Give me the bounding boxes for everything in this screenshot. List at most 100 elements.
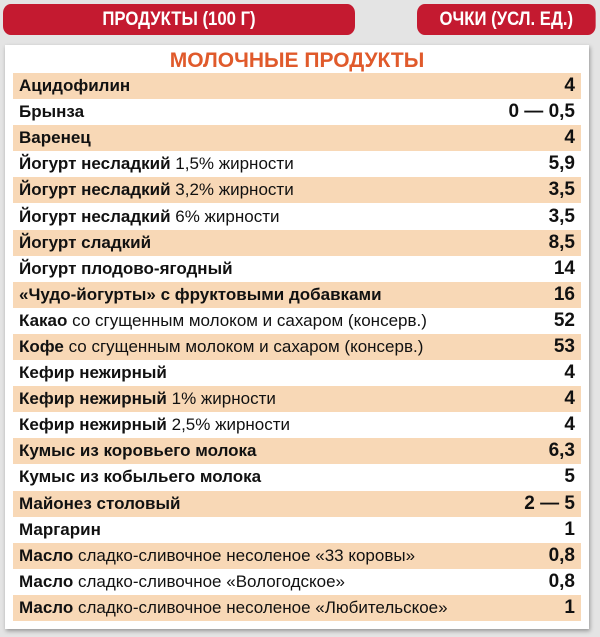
table-row: Йогурт плодово-ягодный 14 [13, 256, 581, 282]
product-name: Кефир нежирный [19, 415, 167, 435]
table-row: Йогурт несладкий 1,5% жирности 5,9 [13, 151, 581, 177]
product-name: Масло [19, 597, 74, 617]
product-detail: 1% жирности [171, 389, 276, 409]
product-name: Йогурт сладкий [19, 232, 152, 252]
product-detail: 1,5% жирности [175, 154, 294, 174]
table-row: Варенец 4 [13, 125, 581, 152]
section-title: МОЛОЧНЫЕ ПРОДУКТЫ [169, 49, 425, 72]
points-value: 4 [564, 75, 575, 97]
points-value: 1 [564, 518, 575, 540]
table-row: Маргарин 1 [13, 517, 581, 543]
product-name: Йогурт несладкий [19, 180, 171, 200]
table-row: Кумыс из коровьего молока 6,3 [13, 438, 581, 465]
table-row: Кефир нежирный 4 [13, 360, 581, 386]
points-value: 2 — 5 [524, 492, 575, 514]
product-detail: 3,2% жирности [175, 180, 294, 200]
product-cell: Масло сладко-сливочное «Вологодское» [19, 572, 345, 592]
product-name: Варенец [19, 128, 91, 148]
product-cell: «Чудо-йогурты» с фруктовыми добавками [19, 285, 382, 305]
table-row: Кефир нежирный 1% жирности 4 [13, 386, 581, 413]
table-row: Кумыс из кобыльего молока 5 [13, 464, 581, 490]
points-value: 14 [553, 257, 575, 279]
product-cell: Кефир нежирный 2,5% жирности [19, 415, 290, 435]
points-value: 0,8 [548, 570, 575, 592]
product-cell: Ацидофилин [19, 76, 130, 96]
points-value: 4 [564, 362, 575, 384]
product-detail: сладко-сливочное несоленое «Любительское… [77, 597, 448, 617]
table-row: Брынза 0 — 0,5 [13, 99, 581, 125]
table-row: Кефир нежирный 2,5% жирности 4 [13, 412, 581, 438]
product-name: Кумыс из коровьего молока [19, 441, 257, 461]
product-cell: Кефир нежирный [19, 363, 167, 383]
products-header: ПРОДУКТЫ (100 Г) [3, 4, 355, 35]
product-detail: со сгущенным молоком и сахаром (консерв.… [68, 336, 424, 356]
product-name: Ацидофилин [19, 76, 131, 96]
product-name: «Чудо-йогурты» с фруктовыми добавками [19, 284, 382, 304]
table-row: «Чудо-йогурты» с фруктовыми добавками 16 [13, 281, 581, 308]
product-cell: Кумыс из кобыльего молока [19, 467, 261, 487]
product-detail: со сгущенным молоком и сахаром (консерв.… [72, 310, 427, 330]
points-header: ОЧКИ (УСЛ. ЕД.) [417, 4, 596, 35]
product-name: Кефир нежирный [19, 389, 167, 409]
product-name: Масло [19, 545, 74, 565]
table-row: Какао со сгущенным молоком и сахаром (ко… [13, 308, 581, 334]
product-cell: Кофе со сгущенным молоком и сахаром (кон… [19, 337, 423, 357]
product-cell: Варенец [19, 128, 91, 148]
points-value: 8,5 [548, 231, 575, 253]
product-name: Масло [19, 571, 74, 591]
product-cell: Йогурт несладкий 3,2% жирности [19, 180, 294, 200]
product-cell: Йогурт плодово-ягодный [19, 259, 233, 279]
product-cell: Масло сладко-сливочное несоленое «33 кор… [19, 546, 415, 566]
table-row: Майонез столовый 2 — 5 [13, 490, 581, 517]
table-row: Масло сладко-сливочное «Вологодское» 0,8 [13, 569, 581, 595]
points-value: 6,3 [548, 440, 575, 462]
product-name: Йогурт плодово-ягодный [19, 258, 233, 278]
product-name: Кофе [19, 336, 64, 356]
points-value: 4 [564, 414, 575, 436]
product-name: Кефир нежирный [19, 363, 167, 383]
table-rows: Ацидофилин 4 Брынза 0 — 0,5 Варенец 4 Йогур… [13, 73, 581, 621]
product-cell: Брынза [19, 102, 84, 122]
table-row: Йогурт несладкий 3,2% жирности 3,5 [13, 177, 581, 204]
product-cell: Масло сладко-сливочное несоленое «Любите… [19, 598, 448, 618]
product-cell: Какао со сгущенным молоком и сахаром (ко… [19, 311, 427, 331]
product-cell: Кефир нежирный 1% жирности [19, 389, 276, 409]
product-detail: 6% жирности [175, 206, 280, 226]
points-value: 4 [564, 127, 575, 149]
points-value: 16 [553, 283, 575, 305]
product-detail: сладко-сливочное несоленое «33 коровы» [77, 545, 416, 565]
product-name: Кумыс из кобыльего молока [19, 467, 262, 487]
table-row: Кофе со сгущенным молоком и сахаром (кон… [13, 333, 581, 361]
product-name: Маргарин [19, 519, 101, 539]
points-value: 3,5 [548, 205, 575, 227]
table-panel: МОЛОЧНЫЕ ПРОДУКТЫ Ацидофилин 4 Брынза 0 —… [5, 45, 589, 629]
points-header-label: ОЧКИ (УСЛ. ЕД.) [439, 8, 574, 30]
product-cell: Йогурт несладкий 6% жирности [19, 207, 280, 227]
points-value: 52 [553, 309, 575, 331]
product-cell: Йогурт несладкий 1,5% жирности [19, 154, 294, 174]
product-detail: сладко-сливочное «Вологодское» [77, 571, 345, 591]
product-name: Майонез столовый [19, 493, 181, 513]
points-value: 0,8 [548, 544, 575, 566]
product-name: Йогурт несладкий [19, 154, 171, 174]
points-value: 0 — 0,5 [508, 101, 575, 123]
product-cell: Йогурт сладкий [19, 233, 151, 253]
points-value: 1 [564, 596, 575, 618]
product-detail: 2,5% жирности [171, 415, 291, 435]
points-value: 5,9 [548, 153, 575, 175]
product-name: Какао [19, 310, 68, 330]
product-name: Брынза [19, 102, 85, 122]
points-value: 3,5 [548, 179, 575, 201]
product-cell: Маргарин [19, 520, 101, 540]
table-row: Йогурт несладкий 6% жирности 3,5 [13, 203, 581, 229]
table-row: Йогурт сладкий 8,5 [13, 229, 581, 256]
table-row: Масло сладко-сливочное несоленое «33 кор… [13, 542, 581, 569]
products-header-label: ПРОДУКТЫ (100 Г) [102, 8, 256, 30]
points-value: 5 [564, 466, 575, 488]
points-value: 53 [553, 335, 575, 357]
product-name: Йогурт несладкий [19, 206, 171, 226]
table-row: Ацидофилин 4 [13, 73, 581, 100]
table-row: Масло сладко-сливочное несоленое «Любите… [13, 594, 581, 621]
product-cell: Майонез столовый [19, 494, 180, 514]
points-value: 4 [564, 388, 575, 410]
